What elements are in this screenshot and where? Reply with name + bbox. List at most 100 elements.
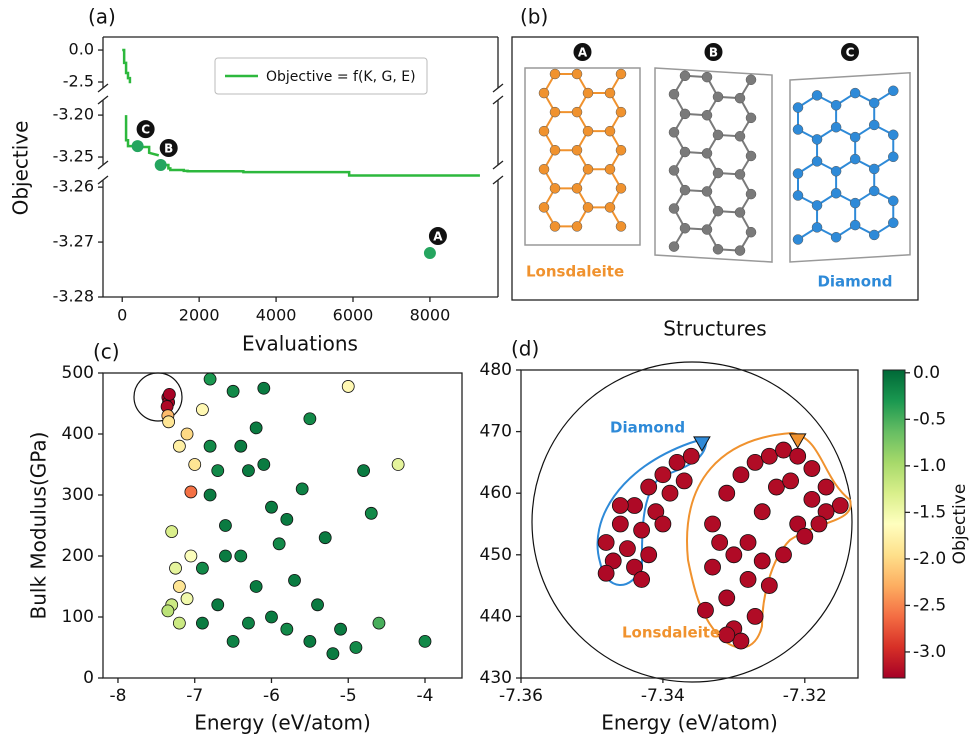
scatter-point [250, 581, 262, 593]
atom [713, 130, 723, 140]
scatter-point [358, 465, 370, 477]
scatter-point [196, 562, 208, 574]
atom [746, 151, 756, 161]
structure [525, 68, 640, 245]
atom [680, 147, 690, 157]
structure [655, 68, 772, 262]
point-label: C [141, 123, 150, 137]
atom [831, 122, 841, 132]
y-tick-label: 450 [480, 545, 512, 565]
panel-label: (b) [520, 5, 548, 29]
atom [605, 88, 615, 98]
scatter-point [641, 547, 657, 563]
scatter-point [733, 467, 749, 483]
scatter-point [350, 642, 362, 654]
scatter-point [705, 516, 721, 532]
atom [616, 145, 626, 155]
scatter-point [258, 382, 270, 394]
y-tick-label: 500 [62, 363, 94, 383]
atom [680, 185, 690, 195]
scatter-point [697, 602, 713, 618]
highlight-point [132, 140, 144, 152]
scatter-point [754, 504, 770, 520]
scatter-point [598, 565, 614, 581]
atom [746, 189, 756, 199]
atom [850, 88, 860, 98]
atom [713, 168, 723, 178]
scatter-point [162, 605, 174, 617]
scatter-point [265, 501, 277, 513]
atom [605, 202, 615, 212]
atom [680, 223, 690, 233]
atom [616, 221, 626, 231]
scatter-point [181, 428, 193, 440]
atom [869, 186, 879, 196]
scatter-point [683, 448, 699, 464]
scatter-point [712, 534, 728, 550]
y-tick-label: 460 [480, 483, 512, 503]
scatter-point [296, 483, 308, 495]
x-tick-label: -7.32 [783, 686, 827, 706]
atom [746, 227, 756, 237]
atom [812, 156, 822, 166]
scatter-point [598, 534, 614, 550]
scatter-point [776, 547, 792, 563]
scatter-point [627, 498, 643, 514]
atom [850, 220, 860, 230]
atom [735, 93, 745, 103]
atom [746, 75, 756, 85]
scatter-point [242, 617, 254, 629]
colorbar-tick-label: -1.5 [913, 502, 946, 522]
atom [888, 86, 898, 96]
atom [550, 107, 560, 117]
atom [735, 207, 745, 217]
atom [702, 186, 712, 196]
y-tick-label: 100 [62, 607, 94, 627]
colorbar-tick-label: -1.0 [913, 456, 946, 476]
scatter-point [327, 648, 339, 660]
colorbar-tick-label: -2.0 [913, 549, 946, 569]
scatter-point [811, 516, 827, 532]
y-axis-label: Objective [9, 121, 33, 216]
atom [550, 69, 560, 79]
scatter-point [173, 581, 185, 593]
atom [831, 188, 841, 198]
atom [539, 202, 549, 212]
atom [850, 154, 860, 164]
legend-label: Objective = f(K, G, E) [266, 69, 416, 85]
y-tick-label: 440 [480, 606, 512, 626]
colorbar-tick-label: 0.0 [913, 363, 940, 383]
scatter-point [761, 578, 777, 594]
atom [812, 134, 822, 144]
atom [793, 103, 803, 113]
atom [669, 89, 679, 99]
panel-label: (c) [93, 340, 120, 364]
scatter-point [783, 473, 799, 489]
scatter-point [212, 599, 224, 611]
atom [605, 126, 615, 136]
scatter-point [312, 599, 324, 611]
panel-label: (a) [88, 5, 116, 29]
colorbar-tick-label: -3.0 [913, 642, 946, 662]
scatter-point [235, 440, 247, 452]
scatter-point [804, 461, 820, 477]
atom [583, 164, 593, 174]
x-tick-label: -7.36 [499, 686, 543, 706]
scatter-point [612, 516, 628, 532]
atom [888, 218, 898, 228]
scatter-point [219, 520, 231, 532]
scatter-point [705, 559, 721, 575]
scatter-point [719, 590, 735, 606]
scatter-point [832, 498, 848, 514]
scatter-point [365, 507, 377, 519]
colorbar-label: Objective [950, 484, 970, 565]
atom [812, 222, 822, 232]
y-tick-label: 0.0 [69, 40, 94, 59]
highlight-point [155, 159, 167, 171]
scatter-point [185, 550, 197, 562]
scatter-point [747, 454, 763, 470]
scatter-point [181, 593, 193, 605]
scatter-point [273, 538, 285, 550]
atom [850, 132, 860, 142]
atom [793, 235, 803, 245]
